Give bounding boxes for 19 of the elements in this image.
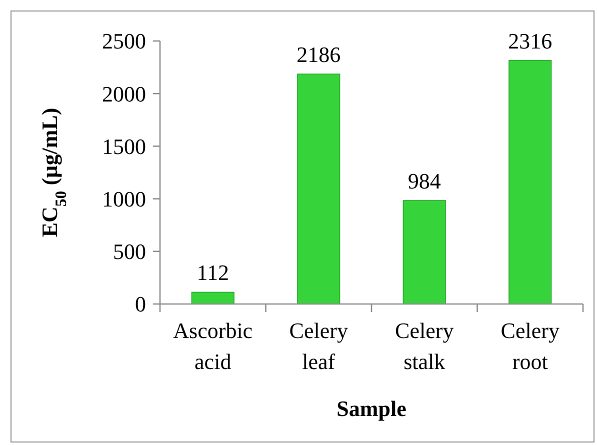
data-label: 2316 — [508, 28, 552, 54]
y-tick-label: 1500 — [102, 134, 146, 159]
y-tick-label: 2500 — [102, 28, 146, 54]
x-tick-label: Ascorbic acid — [173, 318, 253, 374]
bar — [297, 74, 340, 304]
x-tick-label: Celery leaf — [289, 318, 348, 374]
data-label: 984 — [408, 168, 441, 194]
bar — [508, 60, 552, 304]
x-tick-label: Celery stalk — [395, 318, 454, 374]
y-tick-label: 0 — [135, 292, 146, 317]
y-tick-label: 2000 — [102, 81, 146, 106]
data-label: 112 — [196, 260, 229, 286]
bar — [191, 292, 234, 304]
x-tick-label: Celery root — [500, 318, 560, 374]
x-axis-title: Sample — [336, 396, 407, 421]
data-label: 2186 — [296, 42, 341, 68]
y-tick-label: 500 — [113, 239, 146, 264]
bar — [402, 200, 446, 304]
y-tick-label: 1000 — [102, 186, 146, 212]
